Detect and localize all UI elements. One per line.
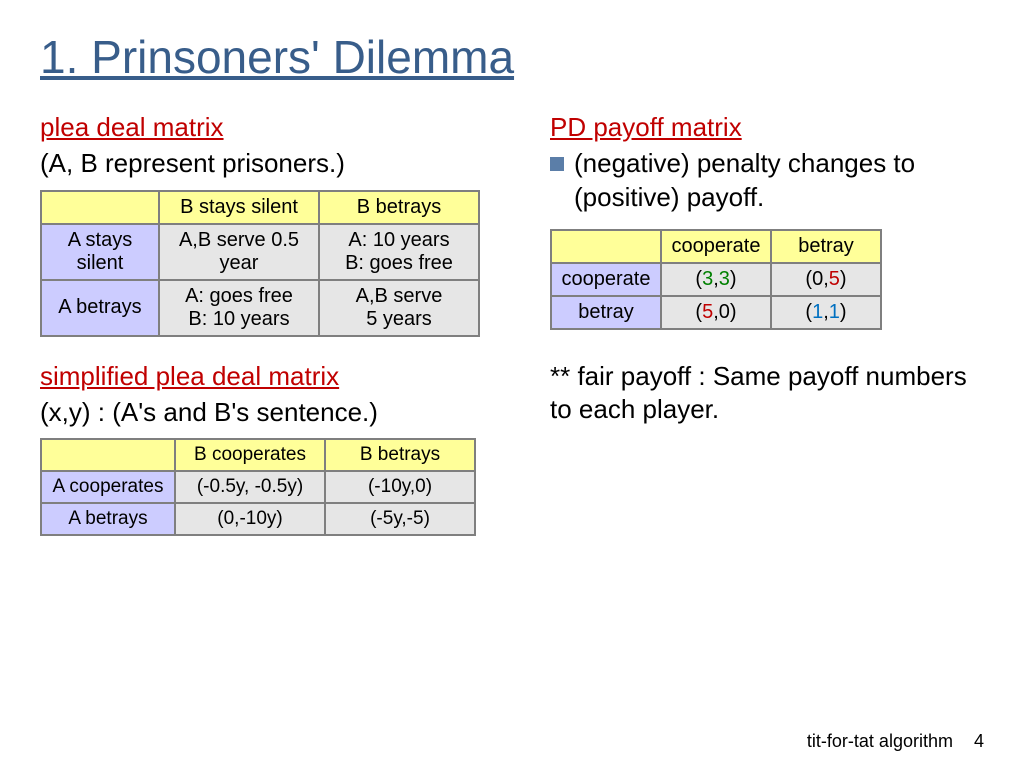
table-row-header: A cooperates (41, 471, 175, 503)
table-cell: A,B serve 0.5 year (159, 224, 319, 280)
payoff-heading: PD payoff matrix (550, 112, 984, 143)
table-col-header: cooperate (661, 230, 771, 263)
slide-title: 1. Prinsoners' Dilemma (40, 30, 984, 84)
footer-text: tit-for-tat algorithm (807, 731, 953, 751)
bullet-icon (550, 157, 564, 171)
plea-deal-table: B stays silent B betrays A stays silent … (40, 190, 480, 337)
table-row-header: cooperate (551, 263, 661, 296)
table-cell: A: 10 yearsB: goes free (319, 224, 479, 280)
table-cell: (-5y,-5) (325, 503, 475, 535)
table-cell: (0,-10y) (175, 503, 325, 535)
table-corner (551, 230, 661, 263)
bullet-text: (negative) penalty changes to (positive)… (574, 147, 984, 215)
table-cell: (-10y,0) (325, 471, 475, 503)
table-cell: A,B serve5 years (319, 280, 479, 336)
simplified-subtext: (x,y) : (A's and B's sentence.) (40, 396, 520, 429)
right-column: PD payoff matrix (negative) penalty chan… (550, 112, 984, 560)
page-number: 4 (974, 731, 984, 751)
table-col-header: B betrays (319, 191, 479, 224)
table-row-header: A betrays (41, 503, 175, 535)
slide-footer: tit-for-tat algorithm 4 (807, 731, 984, 752)
table-col-header: B stays silent (159, 191, 319, 224)
simplified-heading: simplified plea deal matrix (40, 361, 520, 392)
plea-deal-heading: plea deal matrix (40, 112, 520, 143)
table-col-header: B cooperates (175, 439, 325, 471)
fair-payoff-note: ** fair payoff : Same payoff numbers to … (550, 360, 984, 428)
table-row-header: A betrays (41, 280, 159, 336)
plea-deal-subtext: (A, B represent prisoners.) (40, 147, 520, 180)
content-columns: plea deal matrix (A, B represent prisone… (40, 112, 984, 560)
table-row-header: A stays silent (41, 224, 159, 280)
simplified-table: B cooperates B betrays A cooperates (-0.… (40, 438, 476, 536)
table-cell: (0,5) (771, 263, 881, 296)
table-col-header: B betrays (325, 439, 475, 471)
table-cell: (5,0) (661, 296, 771, 329)
table-cell: A: goes freeB: 10 years (159, 280, 319, 336)
table-corner (41, 191, 159, 224)
table-row-header: betray (551, 296, 661, 329)
table-col-header: betray (771, 230, 881, 263)
left-column: plea deal matrix (A, B represent prisone… (40, 112, 520, 560)
payoff-bullet: (negative) penalty changes to (positive)… (550, 147, 984, 215)
table-corner (41, 439, 175, 471)
table-cell: (-0.5y, -0.5y) (175, 471, 325, 503)
table-cell: (1,1) (771, 296, 881, 329)
payoff-table: cooperate betray cooperate (3,3) (0,5) b… (550, 229, 882, 330)
table-cell: (3,3) (661, 263, 771, 296)
